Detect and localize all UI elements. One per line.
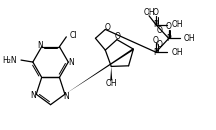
Text: P: P xyxy=(154,20,158,29)
Text: H₂N: H₂N xyxy=(2,56,17,65)
Text: O: O xyxy=(156,40,162,49)
Text: P: P xyxy=(166,34,171,43)
Text: P: P xyxy=(154,48,158,57)
Text: OH: OH xyxy=(105,79,117,88)
Text: OH: OH xyxy=(184,34,196,43)
Text: O: O xyxy=(153,8,159,17)
Text: O: O xyxy=(153,36,159,45)
Text: OH: OH xyxy=(171,48,183,57)
Text: O: O xyxy=(104,23,110,32)
Text: N: N xyxy=(68,58,74,67)
Text: OH: OH xyxy=(171,20,183,29)
Text: Cl: Cl xyxy=(70,31,77,40)
Polygon shape xyxy=(65,48,134,94)
Text: N: N xyxy=(30,91,36,100)
Text: OH: OH xyxy=(143,8,155,17)
Text: N: N xyxy=(63,92,69,101)
Text: O: O xyxy=(166,22,172,31)
Polygon shape xyxy=(110,66,112,80)
Text: N: N xyxy=(37,41,43,50)
Text: O: O xyxy=(156,26,162,35)
Text: O: O xyxy=(115,32,121,41)
